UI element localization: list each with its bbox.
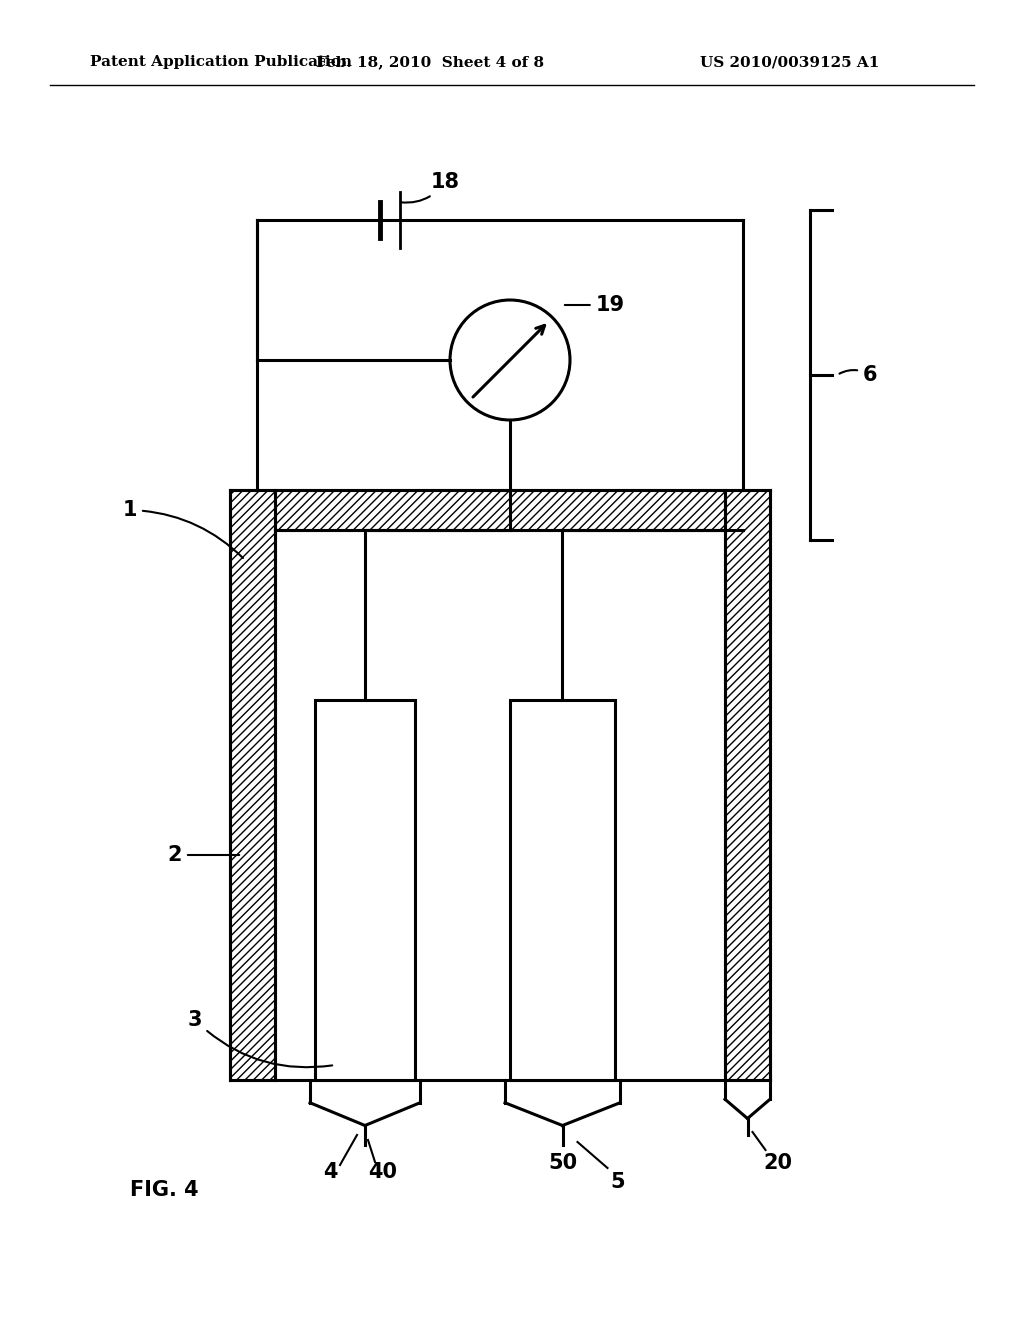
Bar bbox=[725, 490, 770, 1080]
Text: 1: 1 bbox=[123, 500, 243, 558]
Bar bbox=[230, 490, 275, 1080]
Text: FIG. 4: FIG. 4 bbox=[130, 1180, 199, 1200]
Bar bbox=[315, 700, 415, 1080]
Text: 20: 20 bbox=[763, 1152, 792, 1173]
Text: 6: 6 bbox=[840, 366, 878, 385]
Bar bbox=[275, 490, 725, 531]
Text: 18: 18 bbox=[400, 172, 460, 202]
Text: 4: 4 bbox=[323, 1162, 337, 1181]
Text: 50: 50 bbox=[548, 1152, 578, 1173]
Text: Feb. 18, 2010  Sheet 4 of 8: Feb. 18, 2010 Sheet 4 of 8 bbox=[316, 55, 544, 69]
Text: Patent Application Publication: Patent Application Publication bbox=[90, 55, 352, 69]
Bar bbox=[230, 490, 770, 1080]
Text: 5: 5 bbox=[610, 1172, 625, 1192]
Bar bbox=[510, 700, 615, 1080]
Text: 19: 19 bbox=[565, 294, 625, 315]
Text: 3: 3 bbox=[187, 1010, 332, 1068]
Text: US 2010/0039125 A1: US 2010/0039125 A1 bbox=[700, 55, 880, 69]
Text: 2: 2 bbox=[168, 845, 240, 865]
Text: 40: 40 bbox=[369, 1162, 397, 1181]
